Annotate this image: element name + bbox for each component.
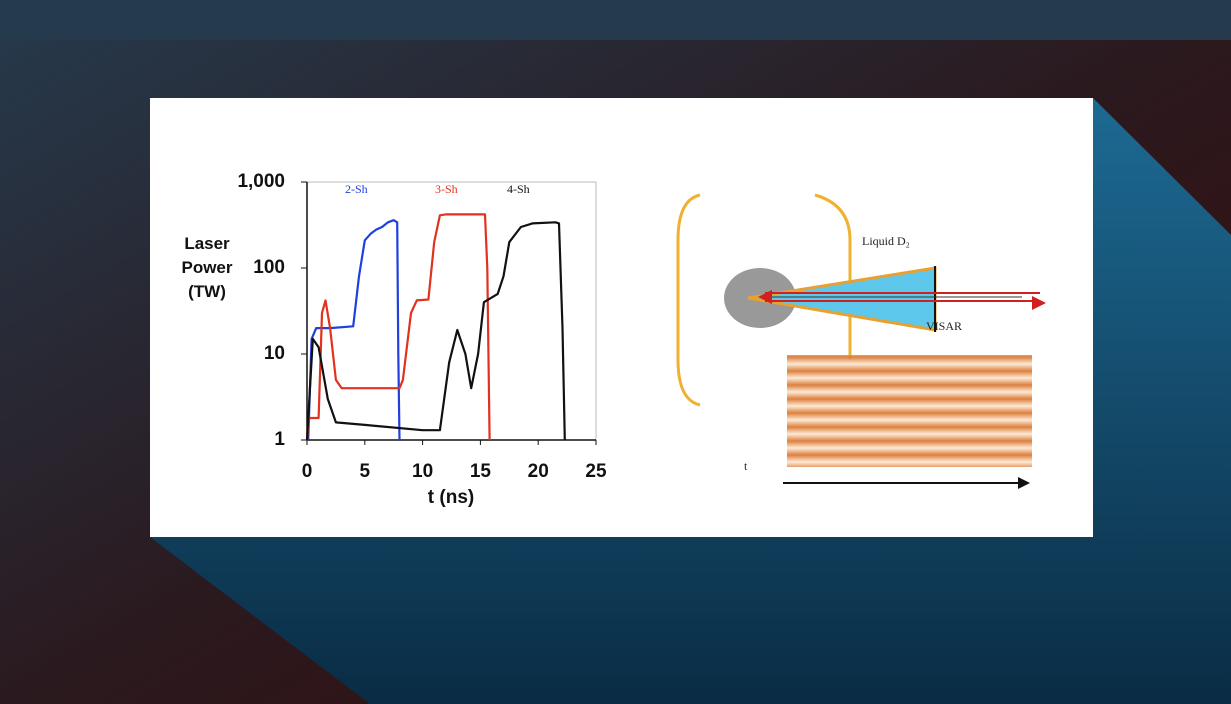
y-tick-label: 1,000: [237, 171, 285, 192]
x-tick-label: 15: [470, 461, 492, 482]
background-top: [0, 0, 1231, 40]
x-tick-label: 10: [412, 461, 433, 482]
probe-label: VISAR: [926, 319, 962, 333]
x-axis-label: t (ns): [428, 487, 474, 508]
x-tick-label: 25: [585, 461, 607, 482]
legend-entry: 2-Sh: [345, 182, 368, 196]
x-tick-label: 5: [360, 461, 371, 482]
legend-entry: 4-Sh: [507, 182, 530, 196]
panel: [150, 98, 1093, 537]
target-label: Liquid D₂: [862, 234, 910, 248]
y-axis-label: Laser Power (TW): [176, 232, 238, 304]
x-tick-label: 0: [302, 461, 313, 482]
y-tick-label: 10: [264, 343, 285, 364]
y-tick-label: 100: [253, 257, 285, 278]
streak-image: [787, 355, 1032, 467]
slide-graphics: Liquid D₂ VISAR t t (ns) 1101001,0000510…: [0, 0, 1231, 704]
legend-entry: 3-Sh: [435, 182, 458, 196]
slide: Liquid D₂ VISAR t t (ns) 1101001,0000510…: [0, 0, 1231, 704]
y-tick-label: 1: [274, 429, 285, 450]
x-tick-label: 20: [528, 461, 549, 482]
